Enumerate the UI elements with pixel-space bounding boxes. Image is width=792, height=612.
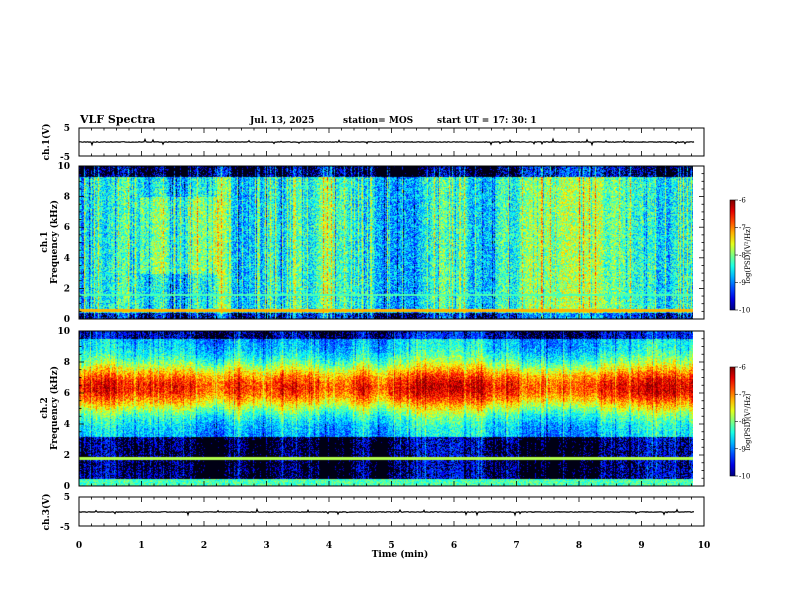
colorbar-tick-label: -6 [739,197,746,205]
ch3-waveform-panel: 5 -5 ch.3(V) [41,493,704,533]
freq-tick-label: 4 [64,420,70,430]
ch2-spec-ylabel: Frequency (kHz) [49,366,60,450]
date-label: Jul. 13, 2025 [249,116,314,126]
ch2-spectrogram-image [79,331,693,486]
x-tick-label: 8 [576,541,582,551]
freq-tick-label: 0 [64,482,70,492]
ch2-colorbar: -6-7-8-9-10 log(PSD)(V²/Hz) [730,364,752,481]
freq-tick-label: 2 [64,284,70,294]
freq-tick-label: 10 [57,162,70,172]
ch2-spec-ylabel-top: ch.2 [40,397,50,418]
ch3-wave-ylabel: ch.3(V) [41,494,52,531]
ch1-waveform-panel: 5 -5 ch.1(V) [41,124,704,163]
ch1-spec-ylabel: Frequency (kHz) [49,200,60,284]
ch1-colorbar-label: log(PSD)(V²/Hz) [744,226,752,283]
x-tick-label: 0 [76,541,82,551]
ch3-wave-ytick-top: 5 [64,493,70,503]
colorbar-tick-label: -10 [739,307,750,315]
x-tick-label: 9 [638,541,644,551]
freq-tick-label: 10 [57,327,70,337]
ch3-wave-ytick-bottom: -5 [60,523,70,533]
figure-title: VLF Spectra [79,113,155,126]
ch3-waveform-trace [79,509,694,515]
colorbar-tick-label: -6 [739,364,746,372]
ch1-wave-ylabel: ch.1(V) [41,124,52,161]
x-tick-label: 6 [451,541,457,551]
station-label: station= MOS [343,116,413,126]
ch1-waveform-trace [79,139,694,145]
ch2-colorbar-label: log(PSD)(V²/Hz) [744,393,752,450]
x-tick-label: 4 [326,541,332,551]
x-tick-label: 3 [263,541,269,551]
ch2-colorbar-gradient [730,367,735,476]
freq-tick-label: 8 [64,358,70,368]
ch2-spectrogram-panel: 0 2 4 6 8 10 ch.2 Frequency (kHz) [40,327,704,492]
ch1-colorbar: -6-7-8-9-10 log(PSD)(V²/Hz) [730,197,752,315]
freq-tick-label: 0 [64,315,70,325]
freq-tick-label: 2 [64,451,70,461]
freq-tick-label: 8 [64,193,70,203]
x-tick-label: 2 [201,541,207,551]
freq-tick-label: 4 [64,254,70,264]
x-axis-label: Time (min) [372,549,429,560]
start-time-label: start UT = 17: 30: 1 [437,116,537,126]
colorbar-tick-label: -10 [739,473,750,481]
x-tick-label: 10 [698,541,711,551]
ch1-spec-ylabel-top: ch.1 [40,231,50,252]
x-tick-label: 7 [513,541,519,551]
x-tick-label: 1 [138,541,144,551]
freq-tick-label: 6 [64,223,70,233]
ch1-colorbar-gradient [730,200,735,310]
freq-tick-label: 6 [64,389,70,399]
ch1-spectrogram-panel: 0 2 4 6 8 10 ch.1 Frequency (kHz) [40,162,704,325]
ch1-spectrogram-image [79,166,693,319]
ch1-wave-ytick-top: 5 [64,124,70,134]
